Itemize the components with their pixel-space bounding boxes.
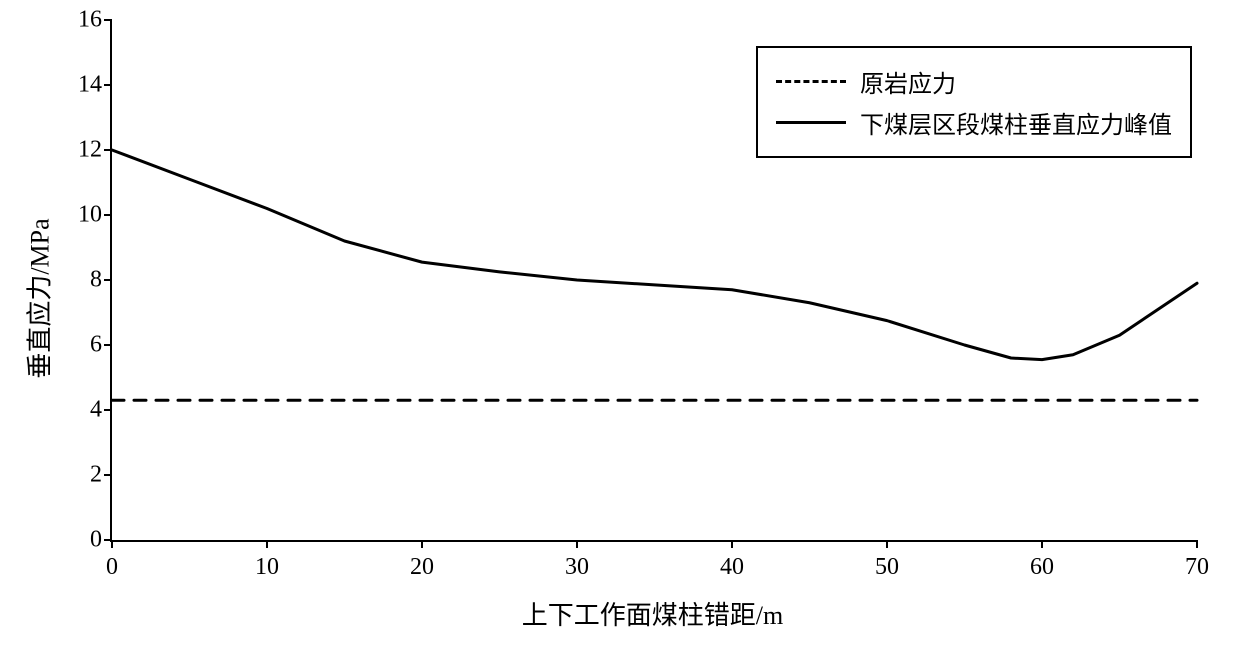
- legend-box: 原岩应力下煤层区段煤柱垂直应力峰值: [756, 46, 1192, 158]
- x-tick-label: 40: [720, 540, 744, 581]
- x-tick-label: 30: [565, 540, 589, 581]
- x-tick-label: 20: [410, 540, 434, 581]
- legend-line-swatch: [776, 121, 846, 124]
- y-tick-label: 12: [78, 137, 112, 164]
- series-line: [112, 150, 1197, 360]
- x-tick-label: 10: [255, 540, 279, 581]
- y-tick-label: 4: [90, 397, 112, 424]
- y-tick-label: 10: [78, 202, 112, 229]
- legend-line-swatch: [776, 80, 846, 83]
- x-tick-label: 50: [875, 540, 899, 581]
- y-axis-title: 垂直应力/MPa: [20, 218, 57, 378]
- y-tick-label: 14: [78, 72, 112, 99]
- x-tick-label: 0: [106, 540, 118, 581]
- legend-item: 原岩应力: [776, 64, 1172, 99]
- chart-container: 0246810121416010203040506070 垂直应力/MPa 上下…: [0, 0, 1240, 660]
- legend-label: 下煤层区段煤柱垂直应力峰值: [860, 105, 1172, 140]
- legend-label: 原岩应力: [860, 64, 956, 99]
- legend-item: 下煤层区段煤柱垂直应力峰值: [776, 105, 1172, 140]
- y-tick-label: 8: [90, 267, 112, 294]
- y-tick-label: 16: [78, 7, 112, 34]
- y-tick-label: 2: [90, 462, 112, 489]
- x-tick-label: 60: [1030, 540, 1054, 581]
- y-tick-label: 6: [90, 332, 112, 359]
- x-axis-title: 上下工作面煤柱错距/m: [522, 595, 783, 632]
- x-tick-label: 70: [1185, 540, 1209, 581]
